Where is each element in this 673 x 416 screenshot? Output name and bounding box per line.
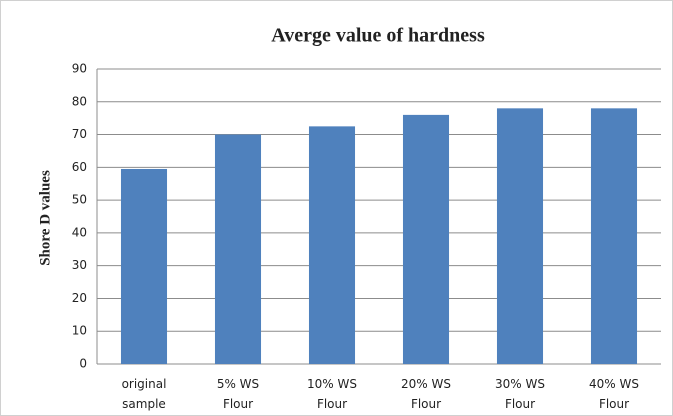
y-tick-label: 40 (72, 225, 87, 239)
x-tick-label: 30% WS Flour (495, 377, 545, 411)
bar (308, 126, 356, 364)
y-tick-label: 70 (72, 127, 87, 141)
y-tick-label: 20 (72, 291, 87, 305)
y-tick-label: 0 (79, 357, 87, 371)
bar (402, 114, 450, 364)
chart-title: Averge value of hardness (271, 25, 485, 47)
y-tick-label: 80 (72, 94, 87, 108)
y-tick-label: 90 (72, 62, 87, 76)
y-tick-label: 30 (72, 258, 87, 272)
x-tick-label: 40% WS Flour (589, 377, 639, 411)
x-tick-label: 10% WS Flour (307, 377, 357, 411)
y-tick-label: 10 (72, 324, 87, 338)
y-tick-label: 60 (72, 160, 87, 174)
y-tick-label: 50 (72, 193, 87, 207)
bar (590, 108, 638, 364)
x-tick-label: 20% WS Flour (401, 377, 451, 411)
bar (214, 134, 262, 364)
bar (120, 168, 168, 364)
y-axis-label: Shore D values (37, 170, 53, 266)
x-tick-label: 5% WS Flour (217, 377, 259, 411)
bar (496, 108, 544, 364)
x-tick-label: original sample (122, 377, 167, 411)
